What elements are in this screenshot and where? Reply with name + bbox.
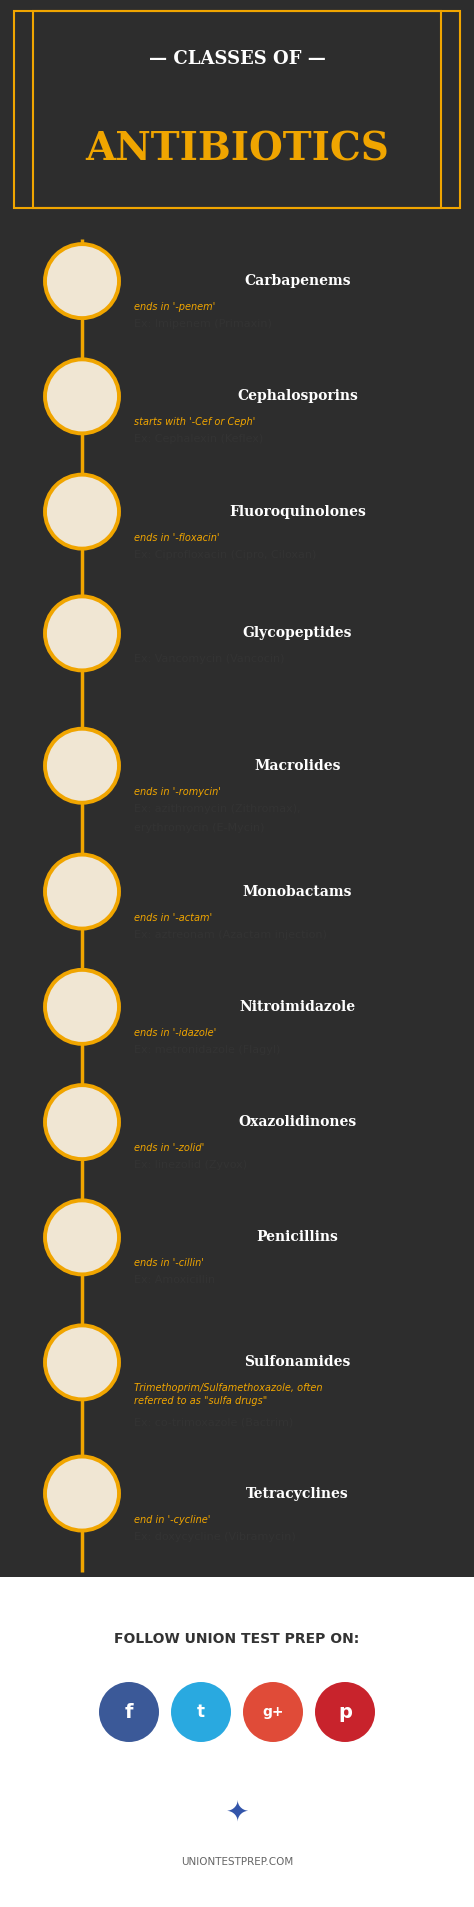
Text: Oxazolidinones: Oxazolidinones (238, 1116, 356, 1129)
Text: ends in '-zolid': ends in '-zolid' (134, 1142, 204, 1154)
Circle shape (45, 728, 119, 803)
FancyBboxPatch shape (129, 1106, 466, 1138)
Text: Ex: Amoxicillin: Ex: Amoxicillin (134, 1276, 215, 1285)
Text: p: p (338, 1703, 352, 1722)
Text: Macrolides: Macrolides (254, 759, 341, 772)
FancyBboxPatch shape (129, 749, 466, 782)
FancyBboxPatch shape (129, 1476, 466, 1510)
Text: Ex: aztreonam (Azactam injection): Ex: aztreonam (Azactam injection) (134, 929, 327, 940)
FancyBboxPatch shape (129, 494, 466, 528)
Circle shape (45, 1085, 119, 1159)
Text: Ex: co-trimoxazole (Bactrim): Ex: co-trimoxazole (Bactrim) (134, 1417, 293, 1426)
Text: Trimethoprim/Sulfamethoxazole, often
referred to as "sulfa drugs": Trimethoprim/Sulfamethoxazole, often ref… (134, 1383, 322, 1405)
FancyBboxPatch shape (129, 616, 466, 650)
FancyBboxPatch shape (129, 1344, 466, 1379)
Text: Sulfonamides: Sulfonamides (244, 1356, 351, 1369)
Text: Cephalosporins: Cephalosporins (237, 389, 358, 404)
Text: ends in '-actam': ends in '-actam' (134, 913, 212, 923)
Circle shape (45, 475, 119, 549)
Text: Tetracyclines: Tetracyclines (246, 1487, 349, 1501)
FancyBboxPatch shape (129, 379, 466, 414)
Text: ends in '-penem': ends in '-penem' (134, 301, 215, 313)
Circle shape (45, 244, 119, 318)
Bar (0, 1577, 474, 1907)
FancyBboxPatch shape (129, 875, 466, 908)
Text: Carbapenems: Carbapenems (244, 275, 351, 288)
Text: Ex: linezolid (Zyvox): Ex: linezolid (Zyvox) (134, 1159, 247, 1171)
Text: UNIONTESTPREP.COM: UNIONTESTPREP.COM (181, 1857, 293, 1867)
Circle shape (45, 1457, 119, 1531)
Text: ANTIBIOTICS: ANTIBIOTICS (85, 130, 389, 168)
Text: starts with '-Cef or Ceph': starts with '-Cef or Ceph' (134, 418, 255, 427)
Text: erythromycin (E-Mycin): erythromycin (E-Mycin) (134, 822, 264, 833)
Text: ends in '-idazole': ends in '-idazole' (134, 1028, 216, 1037)
Text: Ex: Imipenem (Primaxin): Ex: Imipenem (Primaxin) (134, 318, 272, 330)
Text: — CLASSES OF —: — CLASSES OF — (148, 50, 326, 69)
Text: Fluoroquinolones: Fluoroquinolones (229, 505, 366, 519)
Text: Ex: Cephalexin (Keflex): Ex: Cephalexin (Keflex) (134, 435, 263, 444)
Circle shape (315, 1682, 375, 1741)
Circle shape (243, 1682, 303, 1741)
Text: ✦: ✦ (225, 1798, 249, 1827)
Circle shape (45, 1200, 119, 1274)
Text: Ex: Vancomycin (Vancocin): Ex: Vancomycin (Vancocin) (134, 654, 284, 664)
FancyBboxPatch shape (129, 263, 466, 297)
Text: Glycopeptides: Glycopeptides (243, 625, 352, 641)
Circle shape (45, 1325, 119, 1400)
FancyBboxPatch shape (129, 990, 466, 1024)
Text: t: t (197, 1703, 205, 1720)
Text: ends in '-floxacin': ends in '-floxacin' (134, 532, 219, 543)
Text: Ex: Ciprofloxacin (Cipro, Ciloxan): Ex: Ciprofloxacin (Cipro, Ciloxan) (134, 549, 316, 559)
Text: Ex: azithromycin (Zithromax),: Ex: azithromycin (Zithromax), (134, 803, 301, 814)
Text: Ex: doxycycline (Vibramycin): Ex: doxycycline (Vibramycin) (134, 1531, 296, 1541)
Text: Monobactams: Monobactams (243, 885, 352, 898)
Text: Ex: metronidazole (Flagyl): Ex: metronidazole (Flagyl) (134, 1045, 281, 1055)
Circle shape (99, 1682, 159, 1741)
Text: g+: g+ (262, 1705, 284, 1718)
Bar (33, 11, 441, 208)
Circle shape (45, 359, 119, 433)
Circle shape (171, 1682, 231, 1741)
Text: Penicillins: Penicillins (256, 1230, 338, 1245)
Text: end in '-cycline': end in '-cycline' (134, 1514, 210, 1524)
Text: Nitroimidazole: Nitroimidazole (239, 999, 356, 1015)
Circle shape (45, 971, 119, 1043)
Circle shape (45, 597, 119, 671)
Circle shape (45, 854, 119, 929)
FancyBboxPatch shape (129, 1220, 466, 1255)
Text: ends in '-romycin': ends in '-romycin' (134, 788, 221, 797)
Text: FOLLOW UNION TEST PREP ON:: FOLLOW UNION TEST PREP ON: (114, 1632, 360, 1646)
Text: f: f (125, 1703, 133, 1722)
Text: ends in '-cillin': ends in '-cillin' (134, 1259, 204, 1268)
